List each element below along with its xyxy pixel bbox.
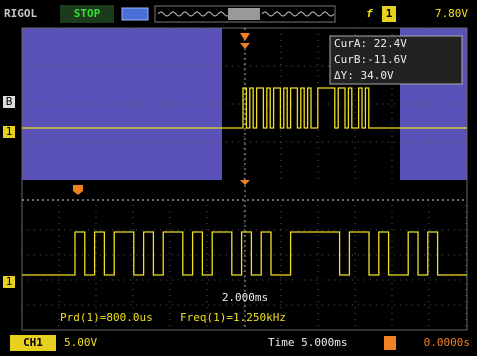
main-ch-label: 1: [6, 275, 13, 288]
cursor-a: CurA: 22.4V: [334, 37, 407, 50]
frequency-measurement: Freq(1)=1.250kHz: [180, 311, 286, 324]
zoom-ch-label: 1: [6, 125, 13, 138]
page: {"top_bar": {"brand": "RIGOL", "status":…: [0, 0, 477, 356]
channel-label: CH1: [23, 336, 43, 349]
run-status: STOP: [74, 7, 101, 20]
timebase: Time 5.000ms: [268, 336, 347, 349]
trigger-pos-icon: [384, 336, 396, 350]
trigger-position: 0.0000s: [424, 336, 470, 349]
memory-icon: [122, 8, 148, 20]
brand: RIGOL: [4, 7, 37, 20]
period-measurement: Prd(1)=800.0us: [60, 311, 153, 324]
volts-div: 5.00V: [64, 336, 97, 349]
trigger-level: 7.80V: [435, 7, 468, 20]
memory-window: [228, 8, 260, 20]
cursor-delta: ΔY: 34.0V: [334, 69, 394, 82]
oscilloscope-screen: RIGOL STOP f 1 7.80V CurA: 22.4V CurB:-1…: [0, 0, 477, 356]
ref-label: B: [6, 95, 13, 108]
zoom-timebase: 2.000ms: [222, 291, 268, 304]
trigger-channel: 1: [386, 7, 393, 20]
cursor-b: CurB:-11.6V: [334, 53, 407, 66]
trigger-edge-icon: f: [366, 7, 373, 20]
